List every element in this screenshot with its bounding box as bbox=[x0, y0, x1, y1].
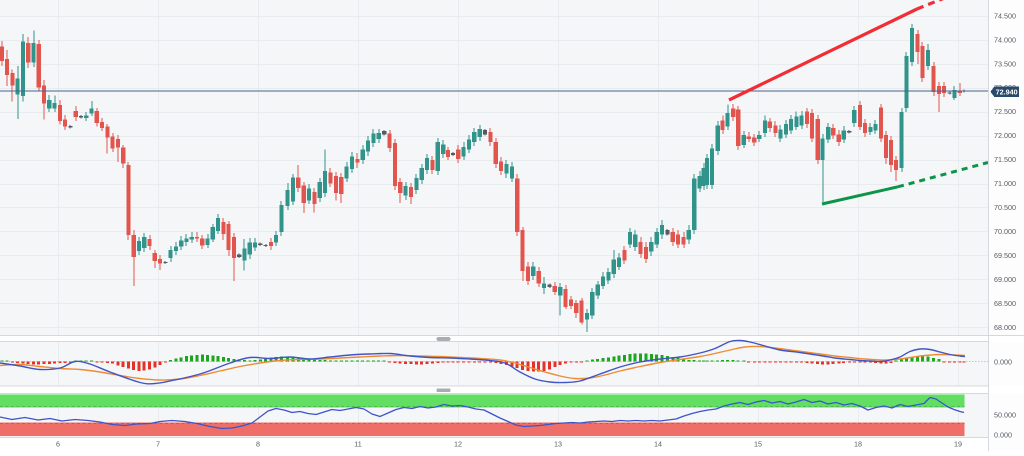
svg-text:6: 6 bbox=[56, 440, 60, 449]
svg-text:7: 7 bbox=[156, 440, 160, 449]
svg-text:50.000: 50.000 bbox=[994, 410, 1016, 419]
svg-text:71.000: 71.000 bbox=[994, 179, 1016, 188]
svg-text:18: 18 bbox=[854, 440, 862, 449]
svg-text:72.940: 72.940 bbox=[996, 87, 1018, 96]
svg-text:19: 19 bbox=[954, 440, 962, 449]
svg-text:74.000: 74.000 bbox=[994, 35, 1016, 44]
svg-text:14: 14 bbox=[654, 440, 662, 449]
svg-text:70.500: 70.500 bbox=[994, 203, 1016, 212]
svg-text:69.000: 69.000 bbox=[994, 275, 1016, 284]
svg-text:0.000: 0.000 bbox=[994, 430, 1012, 439]
svg-text:68.500: 68.500 bbox=[994, 299, 1016, 308]
svg-text:12: 12 bbox=[454, 440, 462, 449]
svg-text:8: 8 bbox=[256, 440, 260, 449]
svg-text:74.500: 74.500 bbox=[994, 11, 1016, 20]
svg-text:15: 15 bbox=[754, 440, 762, 449]
svg-text:68.000: 68.000 bbox=[994, 323, 1016, 332]
svg-text:70.000: 70.000 bbox=[994, 227, 1016, 236]
svg-text:0.000: 0.000 bbox=[994, 357, 1012, 366]
svg-text:11: 11 bbox=[354, 440, 361, 449]
svg-text:73.500: 73.500 bbox=[994, 59, 1016, 68]
svg-text:71.500: 71.500 bbox=[994, 155, 1016, 164]
svg-text:72.000: 72.000 bbox=[994, 131, 1016, 140]
svg-text:69.500: 69.500 bbox=[994, 251, 1016, 260]
svg-text:72.500: 72.500 bbox=[994, 107, 1016, 116]
svg-text:13: 13 bbox=[554, 440, 562, 449]
